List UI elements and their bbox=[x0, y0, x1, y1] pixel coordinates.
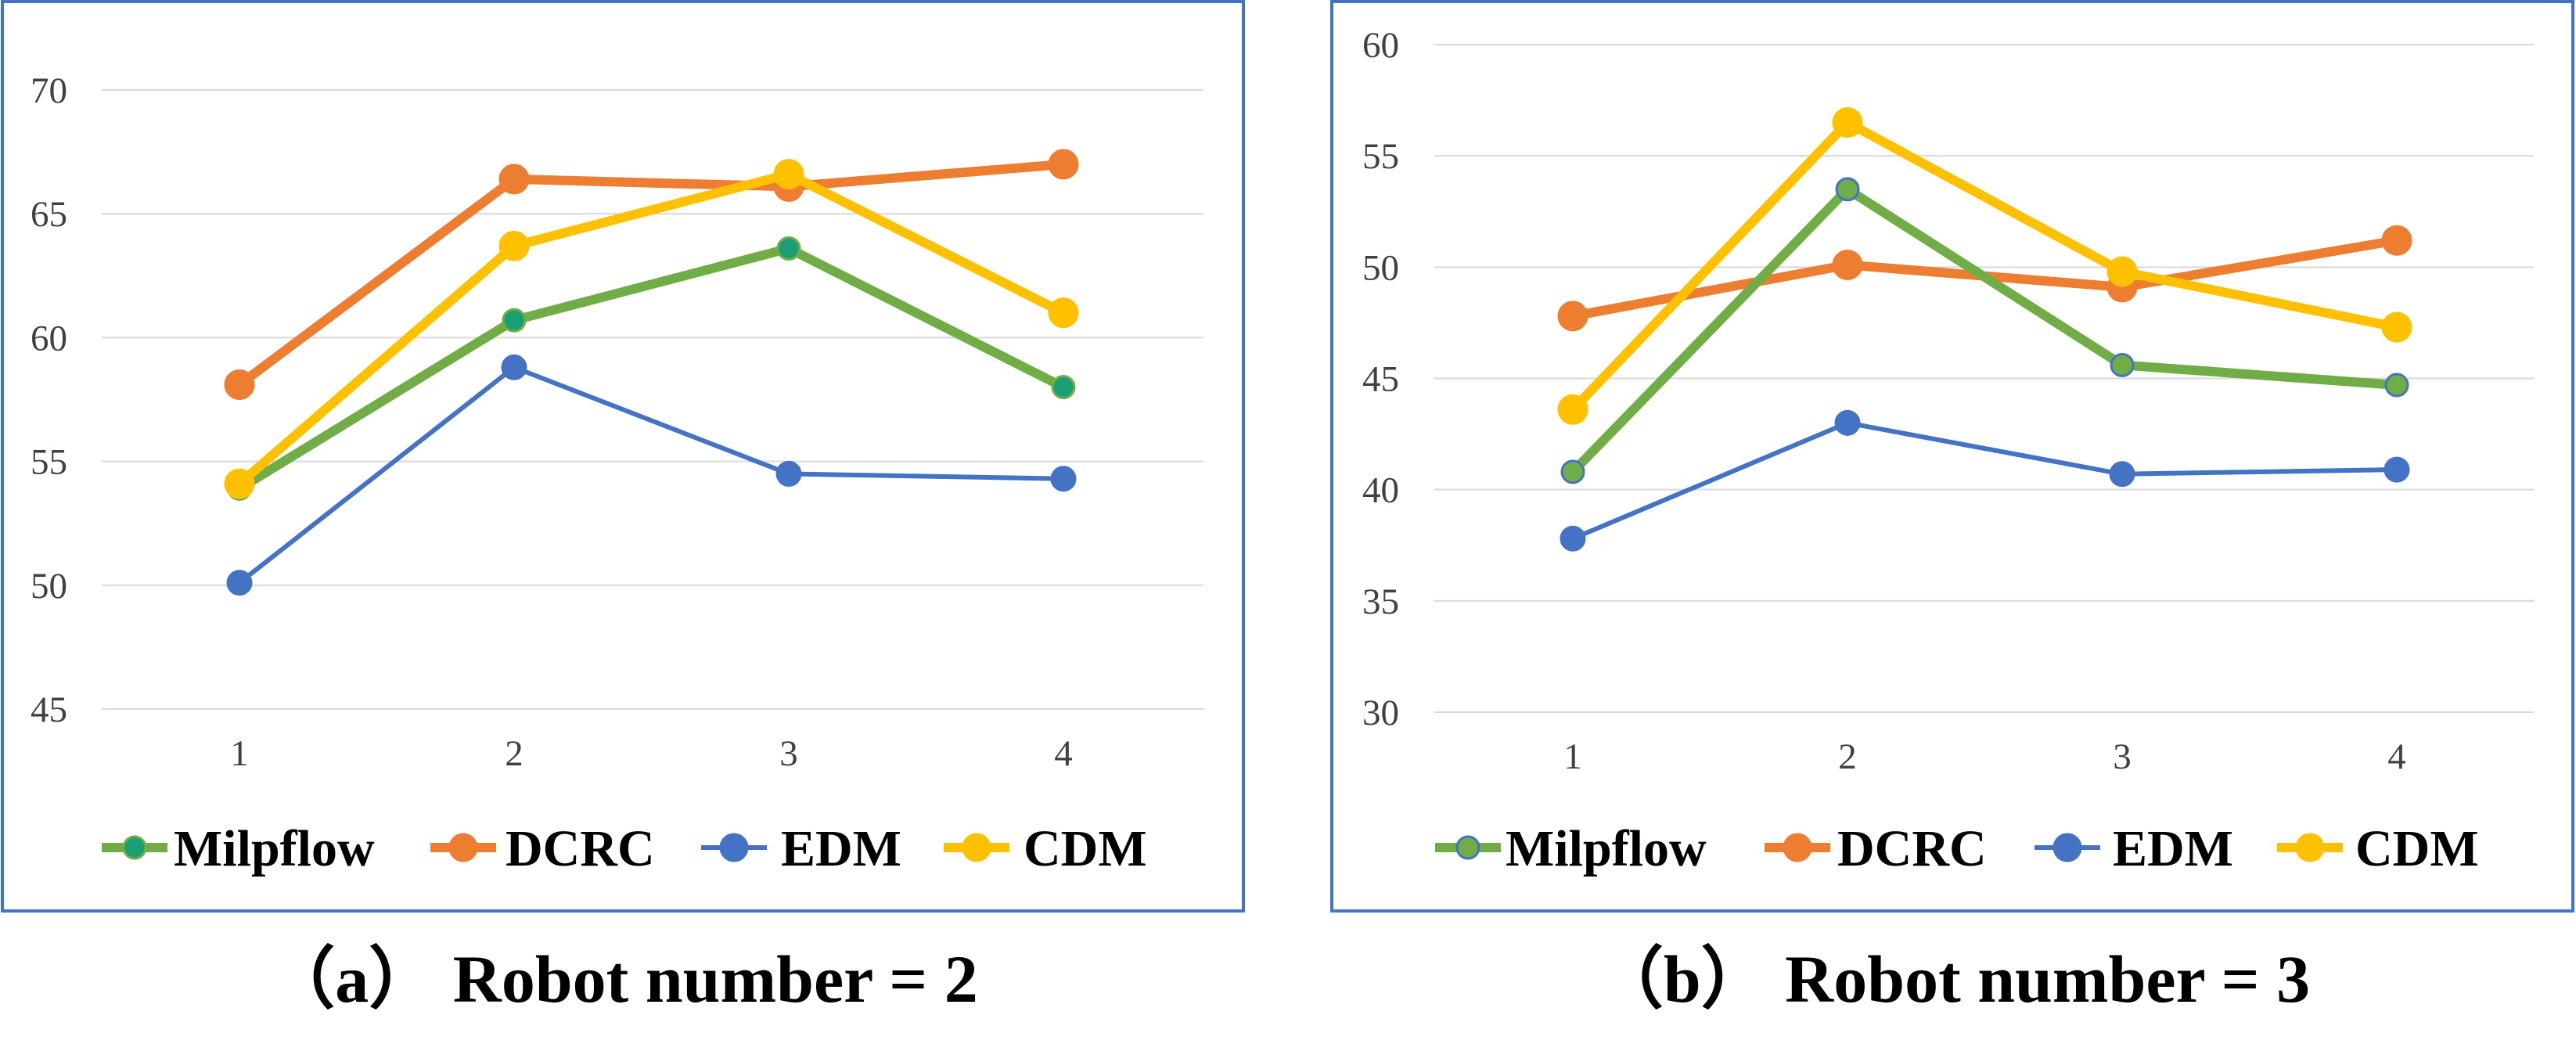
legend-swatch-marker bbox=[2053, 833, 2082, 862]
chart-b-point-dcrc bbox=[1832, 249, 1863, 280]
chart-b-x-tick-label: 2 bbox=[1838, 736, 1857, 777]
chart-a-series-line-dcrc bbox=[235, 159, 1068, 390]
chart-b-x-tick-label: 3 bbox=[2113, 736, 2132, 777]
legend-label: CDM bbox=[2355, 820, 2479, 877]
chart-a-series bbox=[224, 149, 1079, 596]
legend-item-edm: EDM bbox=[2035, 820, 2233, 877]
chart-b-series bbox=[1557, 107, 2412, 552]
legend-item-cdm: CDM bbox=[2277, 820, 2479, 877]
chart-b-point-cdm bbox=[1832, 107, 1863, 139]
chart-a-y-tick-labels: 45 50 55 60 65 70 bbox=[31, 70, 67, 730]
chart-a-y-tick-label: 50 bbox=[31, 566, 67, 607]
chart-a-frame bbox=[1, 0, 1245, 913]
chart-a-y-tick-label: 55 bbox=[31, 442, 67, 483]
chart-a-series-line-milpflow bbox=[235, 243, 1068, 494]
chart-b-caption: （b） Robot number = 3 bbox=[1596, 941, 2310, 1017]
chart-b-point-cdm bbox=[2106, 256, 2138, 287]
chart-b-legend: Milpflow DCRC EDM CDM bbox=[1435, 820, 2479, 877]
legend-item-milpflow: Milpflow bbox=[1435, 820, 1707, 877]
chart-a-x-tick-labels: 1 2 3 4 bbox=[230, 733, 1073, 774]
legend-item-dcrc: DCRC bbox=[1765, 820, 1987, 877]
chart-a-point-edm bbox=[1050, 466, 1077, 492]
chart-b-y-tick-labels: 30 35 40 45 50 55 60 bbox=[1362, 25, 1399, 733]
chart-a-x-tick-label: 1 bbox=[230, 733, 249, 774]
chart-b-x-tick-label: 4 bbox=[2387, 736, 2406, 777]
legend-swatch-marker bbox=[1455, 835, 1480, 860]
chart-a-x-tick-label: 4 bbox=[1054, 733, 1073, 774]
chart-a-point-dcrc bbox=[498, 164, 530, 195]
legend-label: EDM bbox=[2113, 820, 2233, 877]
chart-a-y-tick-label: 65 bbox=[31, 194, 67, 235]
chart-b-y-tick-label: 50 bbox=[1362, 247, 1399, 288]
legend-swatch-marker bbox=[719, 833, 749, 862]
chart-a-point-edm bbox=[775, 460, 802, 487]
chart-a-point-cdm bbox=[224, 468, 255, 499]
chart-a-series-line-cdm bbox=[235, 169, 1068, 489]
chart-b-y-tick-label: 60 bbox=[1362, 25, 1399, 66]
chart-b-point-milpflow bbox=[1835, 177, 1860, 202]
chart-b-point-milpflow bbox=[2110, 352, 2135, 377]
chart-b-series-line-milpflow bbox=[1568, 184, 2402, 477]
chart-a-legend: Milpflow DCRC EDM CDM bbox=[102, 820, 1147, 877]
chart-a-point-cdm bbox=[773, 159, 804, 190]
chart-a-y-tick-label: 70 bbox=[31, 70, 67, 111]
chart-b-point-milpflow bbox=[1560, 459, 1585, 484]
chart-a-point-cdm bbox=[1048, 297, 1079, 329]
chart-b-point-cdm bbox=[2381, 311, 2412, 343]
chart-a-point-dcrc bbox=[1048, 149, 1079, 180]
chart-b-point-cdm bbox=[1557, 394, 1588, 425]
chart-a: 45 50 55 60 65 70 1 2 3 4 Milpflow DCRC EDM CDM （a）… bbox=[31, 70, 1203, 1017]
chart-a-x-tick-label: 2 bbox=[505, 733, 523, 774]
legend-item-edm: EDM bbox=[701, 820, 901, 877]
chart-a-x-tick-label: 3 bbox=[779, 733, 798, 774]
legend-label: DCRC bbox=[1837, 820, 1987, 877]
legend-swatch-marker bbox=[122, 835, 147, 860]
chart-b-y-tick-label: 35 bbox=[1362, 581, 1399, 622]
chart-a-point-cdm bbox=[498, 230, 530, 261]
chart-a-point-milpflow bbox=[502, 308, 527, 333]
legend-swatch-marker bbox=[962, 833, 991, 862]
chart-a-y-tick-label: 45 bbox=[31, 689, 67, 730]
legend-label: Milpflow bbox=[1506, 820, 1707, 877]
chart-b-gridlines bbox=[1434, 44, 2534, 713]
chart-b-point-dcrc bbox=[1557, 301, 1588, 332]
chart-b-y-tick-label: 55 bbox=[1362, 136, 1399, 177]
chart-b-point-edm bbox=[1834, 409, 1861, 436]
chart-b-point-edm bbox=[1560, 525, 1586, 552]
chart-b-y-tick-label: 40 bbox=[1362, 470, 1399, 511]
legend-swatch-marker bbox=[448, 833, 478, 862]
legend-label: CDM bbox=[1024, 820, 1147, 877]
chart-b-x-tick-label: 1 bbox=[1563, 736, 1582, 777]
legend-label: Milpflow bbox=[174, 820, 375, 877]
chart-a-y-tick-label: 60 bbox=[31, 318, 67, 358]
legend-item-cdm: CDM bbox=[944, 820, 1147, 877]
chart-b-y-tick-label: 45 bbox=[1362, 359, 1399, 400]
legend-item-dcrc: DCRC bbox=[430, 820, 655, 877]
legend-swatch-marker bbox=[1783, 833, 1812, 862]
chart-b-point-milpflow bbox=[2384, 373, 2409, 398]
chart-b-x-tick-labels: 1 2 3 4 bbox=[1563, 736, 2406, 777]
chart-b-point-dcrc bbox=[2381, 225, 2412, 256]
chart-b-point-edm bbox=[2109, 461, 2135, 488]
chart-a-point-edm bbox=[501, 354, 527, 380]
chart-b-frame bbox=[1330, 0, 2574, 913]
chart-b-series-line-edm bbox=[1570, 420, 2399, 542]
chart-a-point-edm bbox=[226, 570, 253, 596]
chart-b-series-line-cdm bbox=[1568, 117, 2402, 415]
chart-a-point-milpflow bbox=[1051, 375, 1076, 400]
chart-b-y-tick-label: 30 bbox=[1362, 693, 1399, 733]
chart-a-caption: （a） Robot number = 2 bbox=[268, 941, 978, 1017]
legend-label: DCRC bbox=[505, 820, 655, 877]
legend-label: EDM bbox=[781, 820, 901, 877]
legend-item-milpflow: Milpflow bbox=[102, 820, 375, 877]
chart-a-point-dcrc bbox=[224, 369, 255, 401]
chart-a-point-milpflow bbox=[776, 236, 801, 261]
chart-a-series-line-edm bbox=[237, 365, 1066, 585]
chart-b-point-edm bbox=[2384, 456, 2410, 483]
chart-b: 30 35 40 45 50 55 60 1 2 3 4 Milpflow DCRC EDM CDM （… bbox=[1362, 25, 2534, 1017]
legend-swatch-marker bbox=[2295, 833, 2325, 862]
